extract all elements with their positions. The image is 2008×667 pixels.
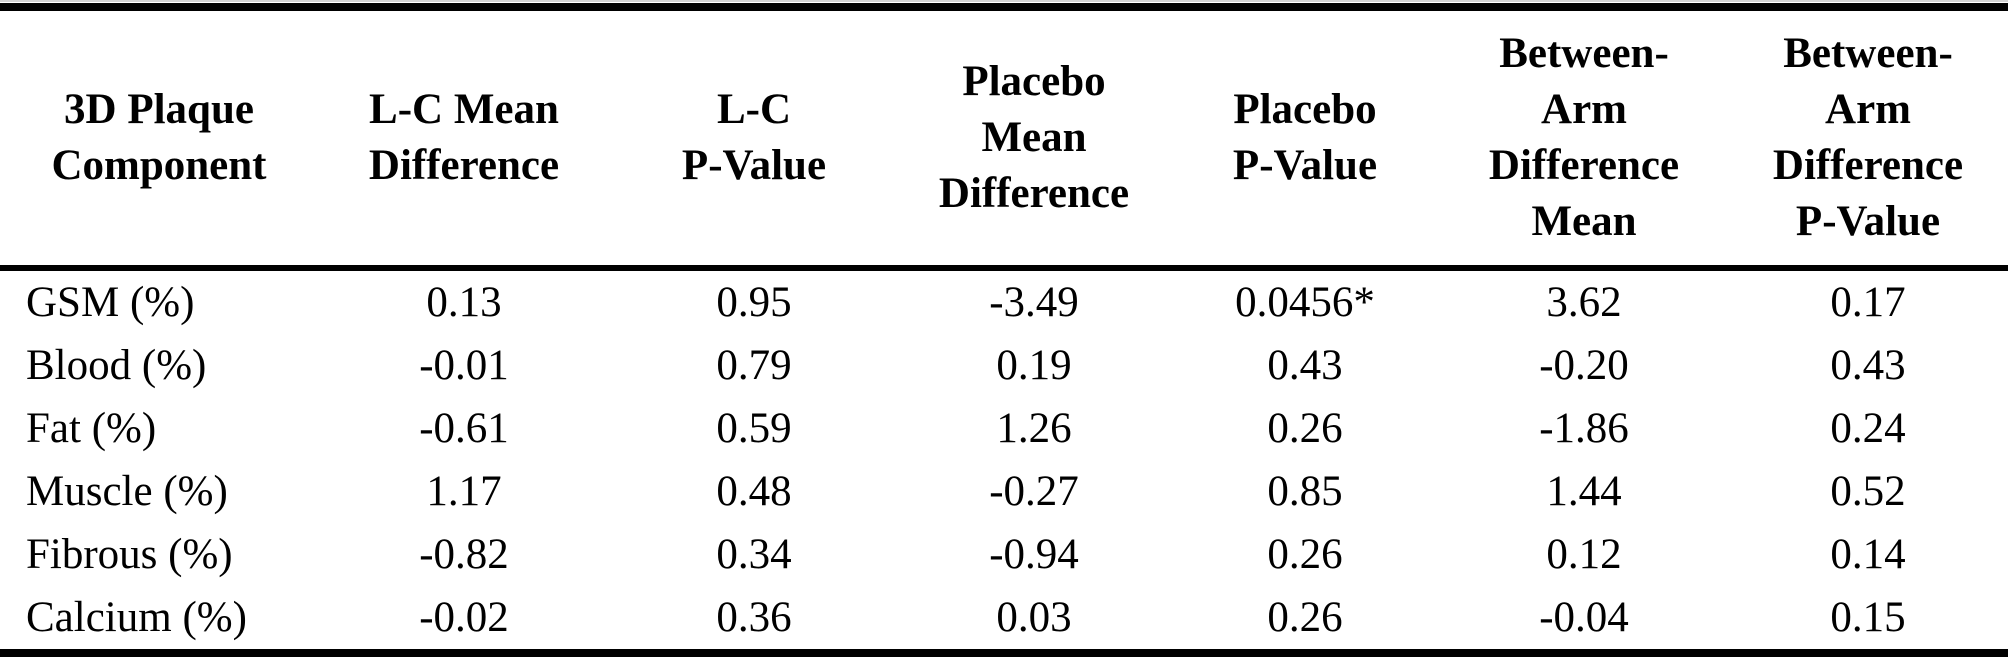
value-cell: 0.0456* xyxy=(1235,278,1375,326)
value-cell: 0.48 xyxy=(716,467,792,515)
value-cell: 0.59 xyxy=(716,404,792,452)
value-cell: -3.49 xyxy=(989,278,1079,326)
table-row-gsm: GSM (%) 0.13 0.95 -3.49 0.0456* 3.62 0.1… xyxy=(0,268,2008,334)
component-cell: Calcium (%) xyxy=(26,593,247,641)
value-cell: 0.95 xyxy=(716,278,792,326)
value-cell: -0.01 xyxy=(419,341,509,389)
header-row: 3D Plaque Component L-C Mean Difference … xyxy=(0,7,2008,271)
column-header-between-arm-difference-mean: Between- Arm Difference Mean xyxy=(1440,7,1728,271)
table-row-calcium: Calcium (%) -0.02 0.36 0.03 0.26 -0.04 0… xyxy=(0,586,2008,653)
value-cell: 0.14 xyxy=(1830,530,1906,578)
value-cell: 0.36 xyxy=(716,593,792,641)
value-cell: 0.43 xyxy=(1830,341,1906,389)
value-cell: -0.82 xyxy=(419,530,509,578)
value-cell: -0.20 xyxy=(1539,341,1629,389)
value-cell: 0.34 xyxy=(716,530,792,578)
plaque-component-table: 3D Plaque Component L-C Mean Difference … xyxy=(0,3,2008,657)
value-cell: 3.62 xyxy=(1546,278,1622,326)
component-cell: GSM (%) xyxy=(26,278,195,326)
value-cell: 0.52 xyxy=(1830,467,1906,515)
column-header-placebo-mean-difference: Placebo Mean Difference xyxy=(898,7,1170,271)
column-header-component: 3D Plaque Component xyxy=(0,7,318,271)
column-header-between-arm-difference-p-value: Between- Arm Difference P-Value xyxy=(1728,7,2008,271)
table-row-fat: Fat (%) -0.61 0.59 1.26 0.26 -1.86 0.24 xyxy=(0,397,2008,460)
value-cell: 0.24 xyxy=(1830,404,1906,452)
value-cell: 0.12 xyxy=(1546,530,1622,578)
value-cell: 0.17 xyxy=(1830,278,1906,326)
value-cell: 0.19 xyxy=(996,341,1072,389)
value-cell: -1.86 xyxy=(1539,404,1629,452)
table-row-blood: Blood (%) -0.01 0.79 0.19 0.43 -0.20 0.4… xyxy=(0,334,2008,397)
value-cell: -0.61 xyxy=(419,404,509,452)
value-cell: 1.26 xyxy=(996,404,1072,452)
value-cell: -0.94 xyxy=(989,530,1079,578)
value-cell: 0.26 xyxy=(1267,404,1343,452)
value-cell: 0.43 xyxy=(1267,341,1343,389)
table-row-fibrous: Fibrous (%) -0.82 0.34 -0.94 0.26 0.12 0… xyxy=(0,523,2008,586)
value-cell: 0.85 xyxy=(1267,467,1343,515)
value-cell: -0.04 xyxy=(1539,593,1629,641)
value-cell: 1.17 xyxy=(426,467,502,515)
value-cell: -0.27 xyxy=(989,467,1079,515)
value-cell: 0.79 xyxy=(716,341,792,389)
component-cell: Blood (%) xyxy=(26,341,207,389)
column-header-placebo-p-value: Placebo P-Value xyxy=(1170,7,1440,271)
value-cell: 0.26 xyxy=(1267,593,1343,641)
value-cell: 0.15 xyxy=(1830,593,1906,641)
column-header-lc-p-value: L-C P-Value xyxy=(610,7,898,271)
column-header-lc-mean-difference: L-C Mean Difference xyxy=(318,7,610,271)
value-cell: 0.03 xyxy=(996,593,1072,641)
table-row-muscle: Muscle (%) 1.17 0.48 -0.27 0.85 1.44 0.5… xyxy=(0,460,2008,523)
component-cell: Fat (%) xyxy=(26,404,157,452)
component-cell: Fibrous (%) xyxy=(26,530,233,578)
table-header: 3D Plaque Component L-C Mean Difference … xyxy=(0,7,2008,271)
value-cell: -0.02 xyxy=(419,593,509,641)
value-cell: 1.44 xyxy=(1546,467,1622,515)
value-cell: 0.26 xyxy=(1267,530,1343,578)
table-body: GSM (%) 0.13 0.95 -3.49 0.0456* 3.62 0.1… xyxy=(0,268,2008,653)
value-cell: 0.13 xyxy=(426,278,502,326)
scan-top-edge xyxy=(0,0,2008,2)
component-cell: Muscle (%) xyxy=(26,467,228,515)
